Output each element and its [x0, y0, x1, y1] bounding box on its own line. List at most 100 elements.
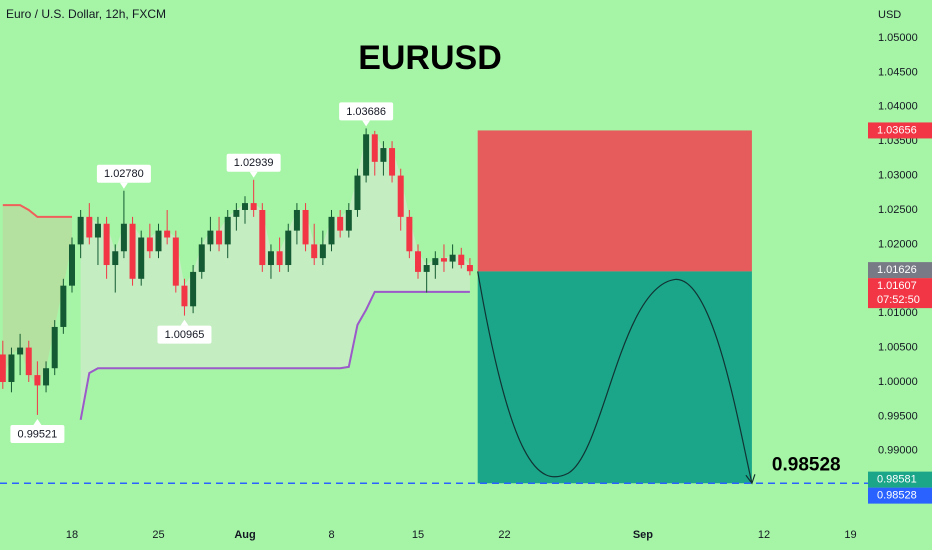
y-tick-label: 1.04500 — [878, 66, 918, 78]
candle-body — [250, 203, 257, 210]
candle-body — [8, 354, 15, 382]
x-tick-label: 8 — [328, 529, 334, 541]
candle-body — [190, 271, 197, 307]
chart-subtitle: Euro / U.S. Dollar, 12h, FXCM — [6, 7, 166, 21]
candle-body — [69, 244, 76, 286]
price-badge — [868, 278, 932, 309]
candle-body — [259, 209, 266, 266]
x-tick-label: 22 — [498, 529, 510, 541]
x-tick-label: 25 — [152, 529, 164, 541]
callout-pointer — [33, 418, 42, 425]
price-badge — [868, 487, 932, 504]
candle-body — [371, 134, 378, 162]
y-tick-label: 1.02000 — [878, 238, 918, 250]
y-tick-label: 0.99000 — [878, 445, 918, 457]
candle-body — [466, 265, 473, 272]
projection-curve — [477, 271, 753, 484]
candle-body — [164, 230, 171, 238]
candle-body — [216, 230, 223, 245]
x-tick-label: Sep — [633, 529, 653, 541]
candle-body — [449, 254, 456, 262]
candle-body — [337, 216, 344, 231]
candle-body — [302, 209, 309, 245]
candle-body — [276, 251, 283, 266]
chart-title: EURUSD — [358, 39, 502, 77]
candle-body — [172, 237, 179, 286]
candle-body — [0, 354, 6, 382]
callout-label: 1.03686 — [346, 106, 386, 118]
callout-box — [226, 153, 281, 172]
candle-body — [397, 175, 404, 217]
price-badge-countdown: 07:52:50 — [877, 294, 920, 306]
candle-body — [25, 347, 32, 376]
y-tick-label: 0.99500 — [878, 410, 918, 422]
y-tick-label: 1.00500 — [878, 341, 918, 353]
callout-box — [339, 102, 394, 121]
callout-box — [157, 325, 212, 344]
candle-body — [242, 203, 249, 210]
x-tick-label: Aug — [234, 529, 255, 541]
x-tick-label: 15 — [412, 529, 424, 541]
candle-body — [103, 223, 110, 266]
candle-body — [129, 223, 136, 279]
y-tick-label: 1.01000 — [878, 307, 918, 319]
price-badge-label: 1.01626 — [877, 264, 917, 276]
callout-label: 1.02939 — [234, 157, 274, 169]
candle-body — [311, 244, 318, 259]
callout-box — [96, 164, 151, 183]
price-badge-label: 1.01607 — [877, 280, 917, 292]
callout-label: 1.02780 — [104, 168, 144, 180]
callout-pointer — [249, 171, 258, 178]
x-tick-label: 18 — [66, 529, 78, 541]
candle-body — [233, 209, 240, 217]
candle-body — [146, 237, 153, 252]
candle-body — [112, 251, 119, 266]
candle-body — [380, 148, 387, 162]
band-fill — [80, 134, 470, 420]
callout-pointer — [180, 319, 189, 326]
candle-body — [43, 368, 50, 386]
candle-body — [77, 216, 84, 245]
callout-pointer — [119, 182, 128, 189]
candle-body — [363, 134, 370, 176]
candle-body — [328, 216, 335, 245]
y-tick-label: 1.02500 — [878, 204, 918, 216]
price-badge — [868, 471, 932, 488]
band-lower-line — [79, 290, 470, 421]
candle-body — [285, 230, 292, 266]
price-badge — [868, 122, 932, 139]
callout-label: 0.99521 — [18, 428, 58, 440]
price-badge-label: 0.98581 — [877, 474, 917, 486]
y-tick-label: 1.04000 — [878, 101, 918, 113]
arrow-head — [745, 474, 756, 485]
candle-body — [17, 347, 24, 355]
target-label: 0.98528 — [772, 454, 841, 475]
candle-body — [319, 244, 326, 259]
stop-zone — [477, 130, 752, 272]
candle-body — [267, 251, 274, 266]
candle-body — [345, 209, 352, 231]
candle-body — [34, 375, 41, 386]
candle-body — [51, 326, 58, 369]
callout-pointer — [362, 120, 371, 127]
candle-body — [60, 285, 67, 327]
candle-body — [138, 237, 145, 279]
callout-label: 1.00965 — [165, 329, 205, 341]
candle-body — [120, 223, 127, 252]
candle-body — [293, 209, 300, 231]
price-badge-label: 1.03656 — [877, 124, 917, 136]
candle-body — [389, 148, 396, 176]
x-tick-label: 12 — [758, 529, 770, 541]
candle-body — [423, 265, 430, 272]
callout-box — [10, 424, 65, 443]
candle-body — [458, 254, 465, 266]
candle-body — [224, 216, 231, 245]
candle-body — [198, 244, 205, 272]
y-axis-label: USD — [878, 9, 901, 21]
target-zone — [477, 271, 752, 484]
candle-body — [207, 230, 214, 245]
candle-body — [440, 258, 447, 262]
x-tick-label: 19 — [844, 529, 856, 541]
